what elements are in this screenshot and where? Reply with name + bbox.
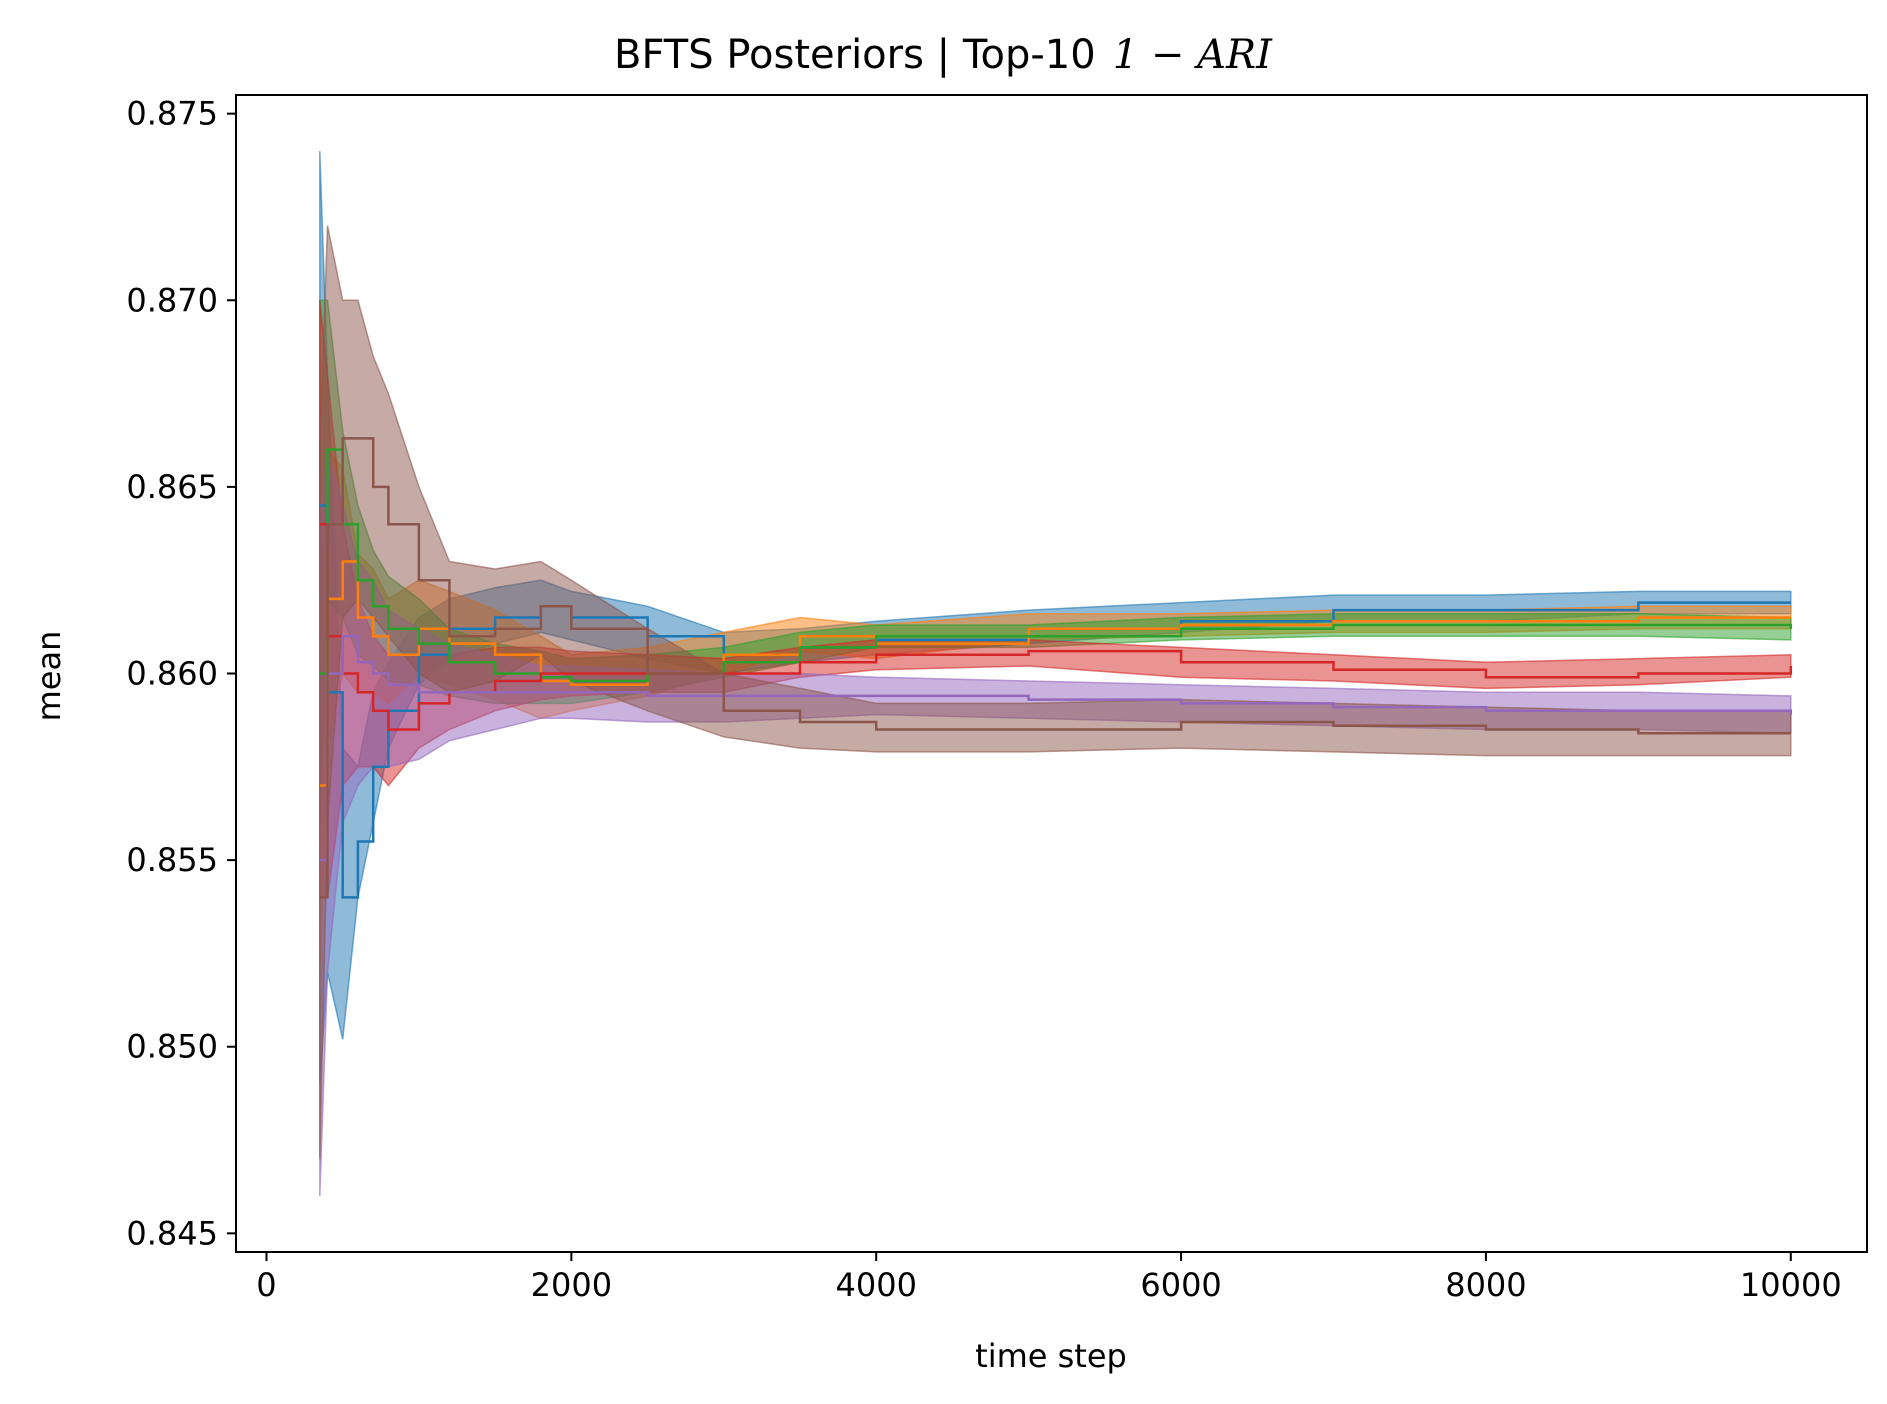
series-6-line — [319, 437, 1791, 899]
chart-title: BFTS Posteriors | Top-10 1 − ARI — [614, 32, 1273, 78]
y-axis-label: mean — [30, 631, 68, 722]
x-axis-label: time step — [975, 1337, 1127, 1375]
y-tick-label: 0.845 — [126, 1214, 218, 1252]
x-axis: 0 2000 4000 6000 8000 10000 — [256, 1252, 1842, 1304]
chart-title-math: 1 − ARI — [1113, 32, 1273, 78]
x-tick-label: 6000 — [1140, 1266, 1221, 1304]
y-tick-label: 0.875 — [126, 95, 218, 133]
x-tick-label: 0 — [256, 1266, 276, 1304]
x-tick-label: 4000 — [835, 1266, 916, 1304]
series-3-line — [319, 448, 1793, 683]
plot-area — [319, 150, 1793, 1197]
y-tick-label: 0.860 — [126, 655, 218, 693]
y-tick-label: 0.855 — [126, 841, 218, 879]
y-axis: 0.845 0.850 0.855 0.860 0.865 0.870 0.875 — [126, 95, 236, 1252]
x-tick-label: 8000 — [1445, 1266, 1526, 1304]
y-tick-label: 0.865 — [126, 468, 218, 506]
x-tick-label: 10000 — [1740, 1266, 1842, 1304]
y-tick-label: 0.850 — [126, 1028, 218, 1066]
x-tick-label: 2000 — [531, 1266, 612, 1304]
chart-title-text: BFTS Posteriors | Top-10 — [614, 32, 1096, 78]
series-5-line — [319, 634, 1793, 862]
y-tick-label: 0.870 — [126, 281, 218, 319]
series-4-line — [319, 522, 1793, 731]
